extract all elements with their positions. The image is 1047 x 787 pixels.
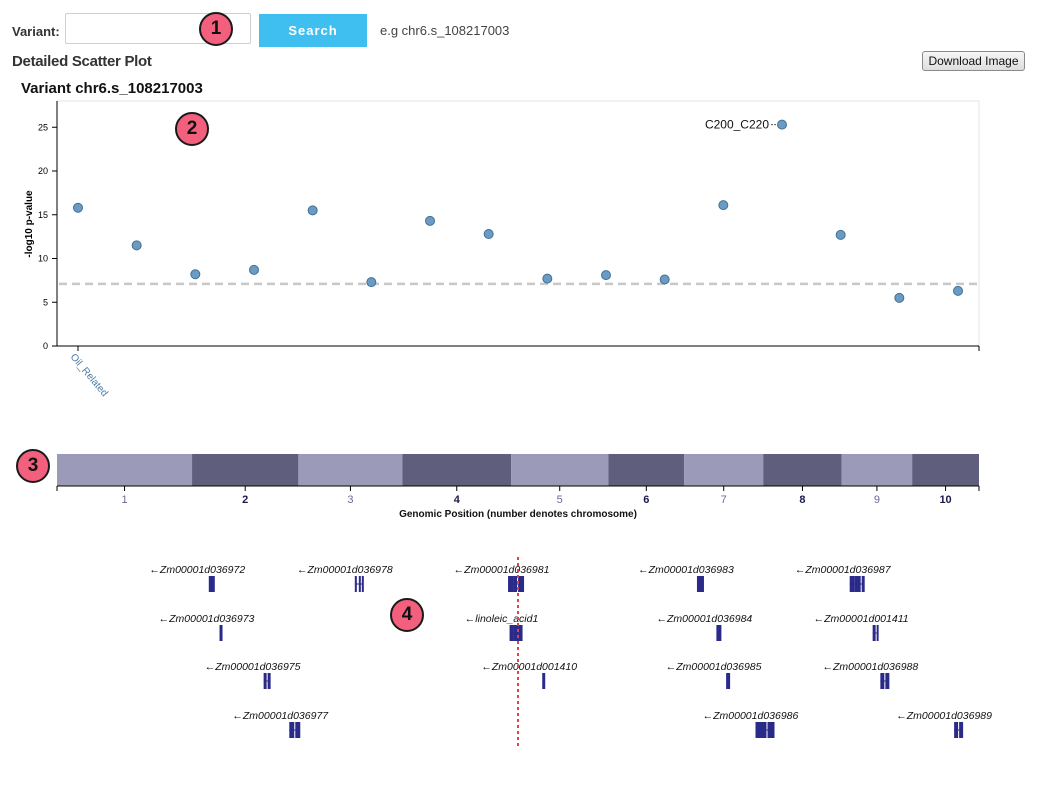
chromosome-band xyxy=(912,454,979,486)
category-label: Oil_Related xyxy=(68,352,110,399)
gene-label: ←Zm00001d036973 xyxy=(159,613,255,625)
gene-label: ←Zm00001d036986 xyxy=(703,710,799,722)
gene-label: ←linoleic_acid1 xyxy=(465,613,539,625)
gene-exon xyxy=(696,576,704,592)
data-point xyxy=(366,277,377,288)
annotation-badge-2: 2 xyxy=(175,112,209,146)
chromosome-label: 8 xyxy=(799,494,805,506)
data-point xyxy=(425,215,435,226)
data-point xyxy=(542,273,553,284)
gene-label: ←Zm00001d036972 xyxy=(149,564,245,576)
gene-label: ←Zm00001d036988 xyxy=(822,661,918,673)
gene-exon xyxy=(716,625,722,641)
chromosome-label: 2 xyxy=(242,494,248,506)
chromosome-band xyxy=(608,454,685,486)
gene-label: ←Zm00001d001410 xyxy=(481,661,577,673)
chromosome-label: 1 xyxy=(121,494,127,506)
chromosome-band xyxy=(402,454,512,486)
annotation-badge-4: 4 xyxy=(390,598,424,632)
y-tick-label: 25 xyxy=(38,122,48,132)
data-point xyxy=(953,285,963,296)
y-tick-label: 5 xyxy=(43,297,48,307)
gene-label: ←Zm00001d001411 xyxy=(814,613,909,625)
chromosome-band xyxy=(763,454,842,486)
y-tick-label: 20 xyxy=(38,166,48,176)
y-tick-label: 15 xyxy=(38,210,48,220)
point-label: C200_C220 xyxy=(705,118,769,132)
data-point xyxy=(835,229,846,240)
data-point xyxy=(249,264,259,275)
data-point xyxy=(777,119,787,130)
chromosome-label: 7 xyxy=(721,494,727,506)
data-point xyxy=(131,240,142,251)
chromosome-band xyxy=(511,454,609,486)
data-point xyxy=(894,292,905,303)
chromosome-label: 6 xyxy=(643,494,649,506)
gene-exon xyxy=(219,625,223,641)
gene-label: ←Zm00001d036985 xyxy=(666,661,762,673)
scatter-plot: 0 5 10 15 20 25 -log10 p-value C200_C220 Oil_Rel… xyxy=(24,100,980,399)
gene-label: ←Zm00001d036981 xyxy=(454,564,550,576)
chromosome-label: 3 xyxy=(347,494,353,506)
gene-exon xyxy=(726,673,731,689)
data-point xyxy=(73,202,83,213)
chromosome-bar: 1 2 3 4 5 6 7 8 9 10 Genomic Position (number deno… xyxy=(56,454,980,520)
chromosome-band xyxy=(684,454,764,486)
gene-label: ←Zm00001d036987 xyxy=(795,564,892,576)
chromosome-label: 5 xyxy=(557,494,563,506)
data-point xyxy=(190,269,201,280)
gene-label: ←Zm00001d036984 xyxy=(657,613,753,625)
chromosome-label: 9 xyxy=(874,494,880,506)
y-tick-label: 0 xyxy=(43,341,48,351)
data-point xyxy=(718,200,729,211)
chromosome-band xyxy=(192,454,299,486)
gene-label: ←Zm00001d036978 xyxy=(297,564,393,576)
chromosome-label: 4 xyxy=(454,494,461,506)
gene-label: ←Zm00001d036975 xyxy=(205,661,301,673)
chromosome-band xyxy=(57,454,193,486)
genome-axis-label: Genomic Position (number denotes chromos… xyxy=(399,509,637,520)
annotation-badge-1: 1 xyxy=(199,12,233,46)
chart-title: Variant chr6.s_108217003 xyxy=(21,80,203,97)
search-button[interactable]: Search xyxy=(259,14,367,47)
variant-label: Variant: xyxy=(12,24,60,39)
gene-exon xyxy=(208,576,215,592)
annotation-badge-3: 3 xyxy=(16,449,50,483)
download-image-button[interactable]: Download Image xyxy=(922,51,1025,71)
gene-label: ←Zm00001d036983 xyxy=(638,564,734,576)
y-axis-label: -log10 p-value xyxy=(24,190,35,258)
gene-label: ←Zm00001d036977 xyxy=(232,710,329,722)
gene-track: ←Zm00001d036972 ←Zm00001d036978 ←Zm00001d0… xyxy=(149,557,992,746)
chromosome-band xyxy=(298,454,403,486)
section-title: Detailed Scatter Plot xyxy=(12,53,152,70)
gene-exon xyxy=(542,673,546,689)
example-hint: e.g chr6.s_108217003 xyxy=(380,23,510,38)
y-tick-label: 10 xyxy=(38,254,48,264)
data-point xyxy=(601,270,611,281)
chromosome-label: 10 xyxy=(939,494,951,506)
data-point xyxy=(307,205,318,216)
data-point xyxy=(659,274,670,285)
data-point xyxy=(483,229,494,239)
gene-label: ←Zm00001d036989 xyxy=(896,710,992,722)
chromosome-band xyxy=(841,454,913,486)
